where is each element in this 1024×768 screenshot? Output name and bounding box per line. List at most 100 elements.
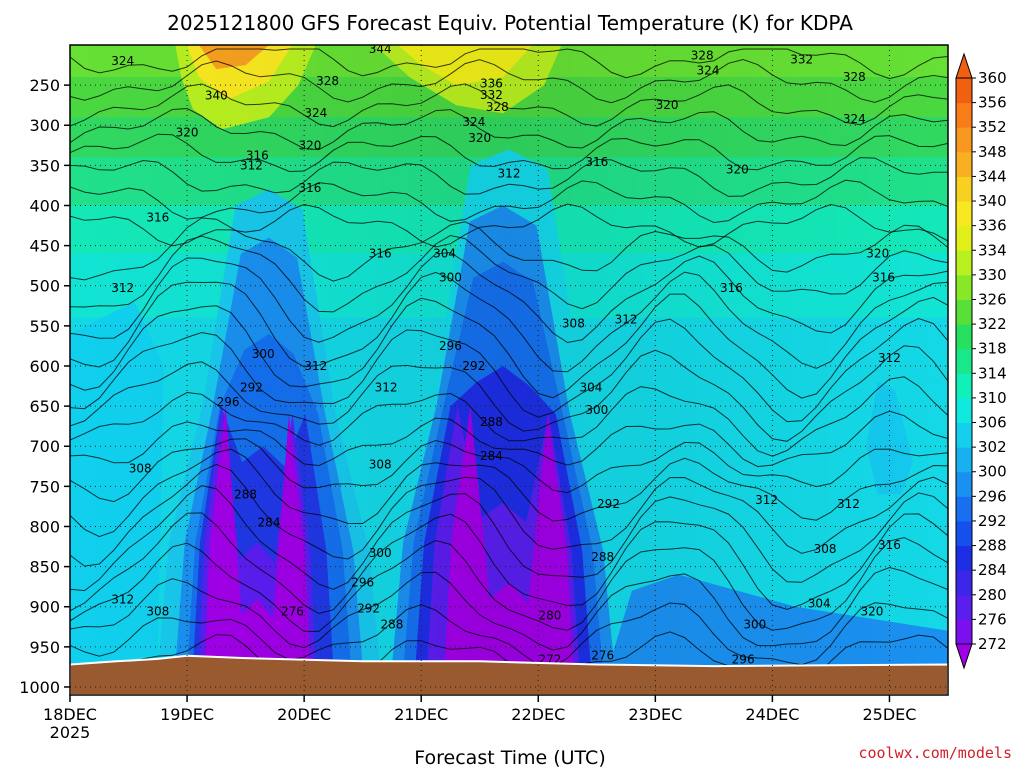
contour-label: 332 bbox=[790, 52, 813, 66]
colorbar-label: 296 bbox=[978, 487, 1007, 505]
colorbar-swatch bbox=[956, 250, 972, 276]
contour-line bbox=[70, 133, 948, 173]
contour-label: 324 bbox=[843, 112, 866, 126]
contour-label: 316 bbox=[585, 155, 608, 169]
colorbar-swatch bbox=[956, 496, 972, 522]
colorbar-swatch bbox=[956, 201, 972, 227]
contour-label: 316 bbox=[246, 149, 269, 163]
colorbar-swatch bbox=[956, 471, 972, 497]
colorbar-label: 302 bbox=[978, 438, 1007, 456]
contour-label: 288 bbox=[234, 487, 257, 501]
contour-label: 308 bbox=[562, 316, 585, 330]
contour-line bbox=[70, 537, 948, 632]
contour-line bbox=[70, 566, 948, 651]
contour-label: 292 bbox=[240, 381, 263, 395]
x-tick-label: 18DEC bbox=[43, 705, 97, 724]
colorbar-label: 334 bbox=[978, 241, 1007, 259]
colorbar-label: 306 bbox=[978, 414, 1007, 432]
y-tick-label: 1000 bbox=[19, 678, 60, 697]
x-tick-label: 20DEC bbox=[277, 705, 331, 724]
contour-line bbox=[70, 345, 948, 442]
contour-line bbox=[70, 234, 948, 313]
contour-label: 320 bbox=[299, 138, 322, 152]
colorbar-swatch bbox=[956, 397, 972, 424]
x-tick-label: 24DEC bbox=[745, 705, 799, 724]
colorbar-swatch bbox=[956, 619, 972, 645]
contour-line bbox=[70, 271, 948, 373]
contour-label: 320 bbox=[866, 247, 889, 261]
contour-label: 308 bbox=[369, 458, 392, 472]
contour-label: 300 bbox=[439, 271, 462, 285]
contour-label: 312 bbox=[878, 351, 901, 365]
colorbar-swatch bbox=[956, 127, 972, 153]
contour-label: 292 bbox=[597, 497, 620, 511]
contour-label: 312 bbox=[240, 158, 263, 172]
y-tick-label: 450 bbox=[29, 237, 60, 256]
contour-line bbox=[70, 203, 948, 248]
contour-label: 316 bbox=[369, 247, 392, 261]
chart-title: 2025121800 GFS Forecast Equiv. Potential… bbox=[167, 11, 853, 35]
contour-line bbox=[70, 512, 948, 615]
plot-area bbox=[70, 45, 948, 695]
colorbar-swatch bbox=[956, 151, 972, 177]
plot-frame bbox=[69, 44, 949, 696]
contour-label: 324 bbox=[462, 115, 485, 129]
contour-label: 304 bbox=[579, 381, 602, 395]
terrain bbox=[70, 654, 948, 695]
y-tick-label: 350 bbox=[29, 156, 60, 175]
contour-label: 320 bbox=[860, 605, 883, 619]
colorbar-swatch bbox=[956, 520, 972, 547]
colorbar-swatch bbox=[956, 274, 972, 300]
contour-label: 316 bbox=[299, 181, 322, 195]
contour-line bbox=[70, 438, 948, 503]
y-tick-label: 400 bbox=[29, 196, 60, 215]
x-tick-label: 22DEC bbox=[511, 705, 565, 724]
colorbar-label: 326 bbox=[978, 290, 1007, 308]
contour-line bbox=[70, 317, 948, 423]
y-tick-label: 750 bbox=[29, 477, 60, 496]
colorbar-label: 272 bbox=[978, 635, 1007, 653]
colorbar-label: 336 bbox=[978, 217, 1007, 235]
colorbar-label: 340 bbox=[978, 192, 1007, 210]
contour-line bbox=[70, 448, 948, 538]
contour-line bbox=[70, 293, 948, 399]
y-tick-label: 550 bbox=[29, 317, 60, 336]
contour-label: 340 bbox=[205, 89, 228, 103]
contour-label: 320 bbox=[726, 162, 749, 176]
contour-label: 320 bbox=[176, 125, 199, 139]
y-tick-label: 900 bbox=[29, 598, 60, 617]
colorbar-label: 330 bbox=[978, 266, 1007, 284]
contour-lines bbox=[70, 48, 948, 688]
credit-text: coolwx.com/models bbox=[858, 744, 1012, 762]
contour-label: 328 bbox=[486, 100, 509, 114]
colorbar-swatch bbox=[956, 348, 972, 374]
contour-label: 320 bbox=[468, 131, 491, 145]
x-tick-label: 21DEC bbox=[394, 705, 448, 724]
contour-line bbox=[70, 48, 948, 80]
colorbar-label: 322 bbox=[978, 315, 1007, 333]
contour-label: 300 bbox=[369, 546, 392, 560]
contour-label: 312 bbox=[755, 493, 778, 507]
x-tick-label: 19DEC bbox=[160, 705, 214, 724]
contour-label: 316 bbox=[878, 538, 901, 552]
colorbar-label: 288 bbox=[978, 537, 1007, 555]
x-axis-label: Forecast Time (UTC) bbox=[414, 747, 605, 768]
contour-label: 344 bbox=[369, 42, 392, 56]
contour-label: 296 bbox=[439, 339, 462, 353]
y-tick-label: 800 bbox=[29, 517, 60, 536]
y-tick-label: 250 bbox=[29, 76, 60, 95]
contour-label: 296 bbox=[732, 653, 755, 667]
contour-label: 300 bbox=[252, 347, 275, 361]
y-tick-label: 600 bbox=[29, 357, 60, 376]
contour-line bbox=[70, 179, 948, 224]
contour-label: 316 bbox=[872, 271, 895, 285]
contour-label: 288 bbox=[380, 617, 403, 631]
contour-label: 328 bbox=[316, 74, 339, 88]
contour-label: 276 bbox=[591, 649, 614, 663]
colorbar-swatch bbox=[956, 176, 972, 202]
x-axis: 18DEC 19DEC 20DEC 21DEC 22DEC 23DEC 24DEC 25DEC bbox=[43, 695, 916, 724]
contour-line bbox=[70, 58, 948, 104]
y-tick-label: 850 bbox=[29, 558, 60, 577]
contour-line bbox=[70, 463, 948, 567]
colorbar-lower-arrow bbox=[955, 643, 973, 670]
